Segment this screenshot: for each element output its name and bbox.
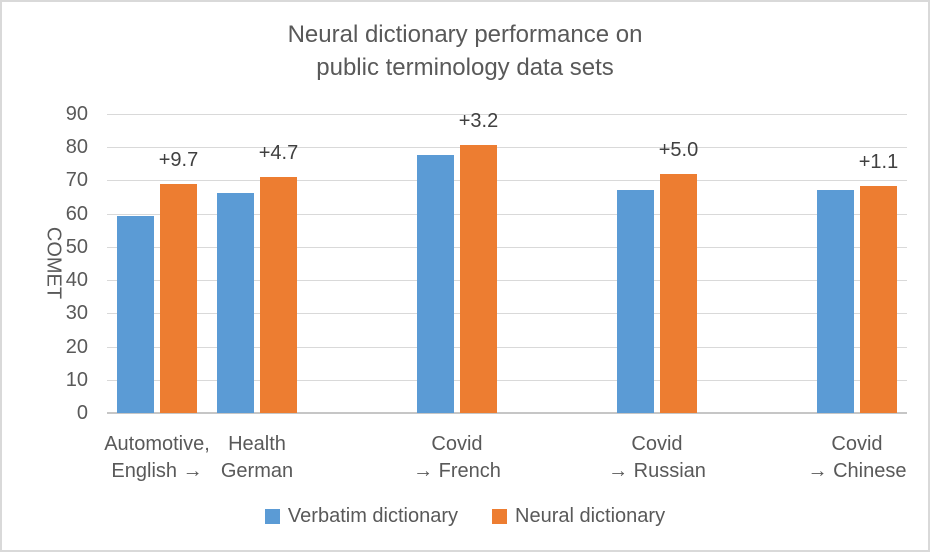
gridline	[107, 313, 907, 315]
y-tick-label: 40	[65, 269, 88, 292]
chart-title-line: Neural dictionary performance on	[287, 21, 643, 48]
legend-item: Neural dictionary	[492, 505, 665, 528]
category-label-line: Automotive,	[104, 433, 210, 455]
gridline	[107, 379, 907, 381]
gridline	[107, 114, 907, 115]
gridline	[107, 180, 907, 182]
bar-verbatim	[217, 192, 254, 413]
category-label-line: → French	[413, 460, 501, 482]
category-label-line: Covid	[631, 433, 683, 455]
gridline	[107, 147, 907, 149]
legend-label: Neural dictionary	[515, 505, 666, 527]
category-label-line: Covid	[831, 433, 883, 455]
legend: Verbatim dictionary Neural dictionary	[2, 505, 928, 528]
legend-item: Verbatim dictionary	[264, 505, 458, 528]
y-tick-label: 90	[65, 103, 88, 125]
bar-verbatim	[817, 190, 854, 413]
y-tick-label: 0	[76, 402, 88, 424]
category-label-line: → Russian	[608, 460, 706, 482]
category-label: Health German	[157, 431, 357, 485]
category-label: Covid → Chinese	[757, 431, 928, 485]
category-label-line: Covid	[431, 433, 483, 455]
x-axis-line	[107, 412, 907, 414]
y-tick-label: 20	[65, 335, 88, 358]
bar-neural	[260, 177, 297, 413]
plot-area: +9.7 +4.7 +3.2 +5.0 +1.1	[107, 110, 907, 414]
delta-label: +1.1	[858, 151, 899, 174]
category-label: Automotive, English →	[57, 431, 257, 485]
legend-swatch	[492, 509, 507, 524]
bar-neural	[460, 144, 497, 413]
gridline	[107, 213, 907, 215]
bar-neural	[660, 173, 697, 413]
y-tick-label: 80	[65, 136, 88, 159]
legend-label: Verbatim dictionary	[287, 505, 458, 527]
bar-verbatim	[417, 155, 454, 413]
delta-label: +9.7	[158, 149, 199, 172]
category-label-line: → Chinese	[807, 460, 907, 482]
chart-title: Neural dictionary performance on public t…	[2, 18, 928, 84]
y-tick-label: 30	[65, 302, 88, 325]
y-tick-label: 50	[65, 235, 88, 258]
category-label: Covid → French	[357, 431, 557, 485]
bar-neural	[860, 186, 897, 413]
delta-label: +5.0	[658, 138, 699, 161]
gridline	[107, 246, 907, 248]
delta-label: +4.7	[258, 142, 299, 165]
category-label-line: English →	[111, 460, 203, 482]
legend-swatch	[264, 509, 280, 524]
y-tick-label: 10	[65, 368, 88, 391]
delta-label: +3.2	[458, 109, 499, 132]
bar-verbatim	[117, 216, 154, 413]
chart-title-line: public terminology data sets	[316, 54, 614, 81]
bar-verbatim	[617, 190, 654, 413]
bar-neural	[160, 184, 197, 413]
category-label-line: German	[220, 460, 294, 482]
y-tick-label: 60	[65, 202, 88, 225]
gridline	[107, 280, 907, 282]
category-label: Covid → Russian	[557, 431, 757, 485]
category-label-line: Health	[228, 433, 286, 455]
gridline	[107, 346, 907, 348]
y-tick-label: 70	[65, 169, 88, 192]
